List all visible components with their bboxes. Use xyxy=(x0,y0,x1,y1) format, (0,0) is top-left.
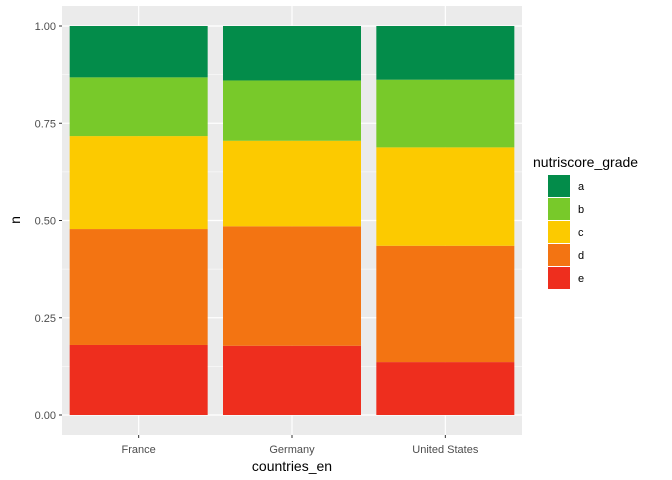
legend-label-c: c xyxy=(578,227,584,239)
bar-segment-c xyxy=(69,136,208,230)
bar-segment-d xyxy=(69,229,208,345)
x-tick-label: France xyxy=(122,444,156,456)
legend-key-a xyxy=(548,175,570,197)
bar-segment-a xyxy=(69,26,208,78)
legend-label-b: b xyxy=(578,204,584,216)
y-tick-label: 0.00 xyxy=(35,410,56,422)
legend-key-b xyxy=(548,198,570,220)
bar-segment-b xyxy=(376,79,515,148)
x-axis: France Germany United States xyxy=(122,435,479,456)
bar-segment-c xyxy=(376,147,515,246)
bar-segment-b xyxy=(69,77,208,137)
legend-key-e xyxy=(548,267,570,289)
y-axis-title: n xyxy=(7,216,23,224)
x-axis-title: countries_en xyxy=(252,458,332,474)
y-tick-label: 1.00 xyxy=(35,21,56,33)
y-tick-label: 0.25 xyxy=(35,313,56,325)
bars xyxy=(69,26,515,415)
bar-segment-e xyxy=(223,345,361,415)
bar-segment-b xyxy=(223,80,361,141)
bar-segment-d xyxy=(376,245,515,363)
y-tick-label: 0.50 xyxy=(35,216,56,228)
bar-segment-a xyxy=(223,26,361,81)
x-tick-label: Germany xyxy=(269,444,315,456)
legend-title: nutriscore_grade xyxy=(533,154,638,170)
bar-segment-d xyxy=(223,226,361,346)
x-tick-label: United States xyxy=(412,444,479,456)
legend-label-e: e xyxy=(578,273,584,285)
legend-key-d xyxy=(548,244,570,266)
y-tick-label: 0.75 xyxy=(35,118,56,130)
bar-segment-c xyxy=(223,140,361,227)
bar-segment-e xyxy=(69,344,208,415)
y-axis: 0.00 0.25 0.50 0.75 1.00 xyxy=(35,21,62,422)
bar-segment-e xyxy=(376,362,515,415)
bar-segment-a xyxy=(376,26,515,80)
legend-key-c xyxy=(548,221,570,243)
legend-label-a: a xyxy=(578,181,585,193)
legend-label-d: d xyxy=(578,250,584,262)
